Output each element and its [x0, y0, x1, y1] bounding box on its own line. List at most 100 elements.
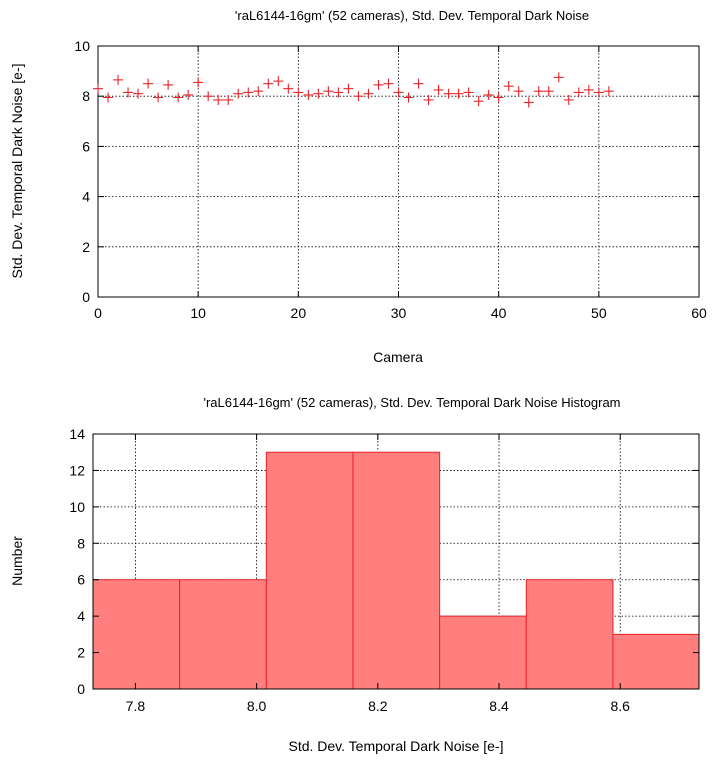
scatter-point — [453, 88, 464, 99]
histogram-x-axis-label: Std. Dev. Temporal Dark Noise [e-] — [288, 738, 503, 754]
histogram-title: 'raL6144-16gm' (52 cameras), Std. Dev. T… — [203, 395, 620, 410]
histogram-bar — [265, 451, 354, 690]
histogram-chart: 7.8 8.0 8.2 8.4 8.6 0 2 4 6 8 10 12 14 'raL6144-16gm… — [9, 395, 700, 754]
scatter-point — [203, 91, 214, 102]
histogram-y-tick-label: 10 — [69, 499, 85, 515]
scatter-y-tick-label: 4 — [82, 189, 90, 205]
scatter-y-tick-label: 2 — [82, 239, 90, 255]
scatter-point — [243, 87, 254, 98]
scatter-point — [373, 79, 384, 90]
scatter-point — [413, 78, 424, 89]
histogram-y-tick-label: 2 — [77, 645, 85, 661]
scatter-point — [553, 72, 564, 83]
scatter-point — [173, 92, 184, 103]
scatter-point — [593, 87, 604, 98]
scatter-point — [483, 89, 494, 100]
scatter-point — [223, 94, 234, 105]
scatter-x-tick-label: 50 — [591, 305, 607, 321]
histogram-x-tick-label: 8.2 — [368, 698, 388, 714]
scatter-point — [213, 94, 224, 105]
scatter-point — [583, 84, 594, 95]
scatter-point — [293, 87, 304, 98]
scatter-point — [343, 83, 354, 94]
scatter-point — [193, 77, 204, 88]
histogram-bar — [439, 615, 527, 690]
histogram-bar — [352, 451, 441, 690]
histogram-bar — [92, 579, 181, 690]
scatter-point — [93, 83, 103, 94]
histogram-bar — [525, 579, 614, 690]
scatter-y-tick-label: 10 — [74, 38, 90, 54]
histogram-y-tick-label: 8 — [77, 535, 85, 551]
scatter-point — [253, 86, 264, 97]
scatter-point — [233, 88, 244, 99]
histogram-x-tick-label: 8.6 — [610, 698, 630, 714]
scatter-x-axis-label: Camera — [373, 349, 423, 365]
scatter-point — [603, 86, 614, 97]
scatter-x-tick-label: 40 — [491, 305, 507, 321]
scatter-point — [183, 89, 194, 100]
histogram-y-tick-label: 0 — [77, 681, 85, 697]
scatter-point — [283, 83, 294, 94]
scatter-point — [473, 96, 484, 107]
histogram-axis-ticks: 7.8 8.0 8.2 8.4 8.6 0 2 4 6 8 10 12 14 — [69, 426, 699, 714]
scatter-x-tick-label: 20 — [291, 305, 307, 321]
scatter-point — [563, 94, 574, 105]
histogram-bar — [612, 633, 700, 690]
scatter-point — [393, 87, 404, 98]
scatter-point — [403, 92, 414, 103]
histogram-x-tick-label: 8.4 — [489, 698, 509, 714]
scatter-y-axis-label: Std. Dev. Temporal Dark Noise [e-] — [9, 63, 25, 278]
scatter-point — [313, 88, 324, 99]
scatter-y-tick-label: 6 — [82, 138, 90, 154]
scatter-point — [523, 97, 534, 108]
scatter-point — [513, 86, 524, 97]
scatter-point — [113, 74, 124, 85]
scatter-point — [363, 88, 374, 99]
histogram-x-tick-label: 8.0 — [247, 698, 267, 714]
scatter-plot-area — [97, 45, 700, 298]
scatter-axis-ticks: 0 10 20 30 40 50 60 0 2 4 6 8 10 — [74, 38, 707, 321]
scatter-point — [323, 86, 334, 97]
histogram-y-tick-label: 14 — [69, 426, 85, 442]
scatter-point — [353, 91, 364, 102]
histogram-plot-area — [92, 433, 700, 690]
scatter-x-tick-label: 0 — [94, 305, 102, 321]
scatter-x-tick-label: 30 — [391, 305, 407, 321]
scatter-point — [573, 87, 584, 98]
scatter-point — [303, 89, 314, 100]
scatter-point — [433, 84, 444, 95]
scatter-point — [463, 87, 474, 98]
scatter-title: 'raL6144-16gm' (52 cameras), Std. Dev. T… — [235, 8, 589, 23]
scatter-y-tick-label: 8 — [82, 88, 90, 104]
histogram-y-tick-label: 4 — [77, 608, 85, 624]
scatter-point — [163, 79, 174, 90]
scatter-chart: 0 10 20 30 40 50 60 0 2 4 6 8 10 'raL6144-16gm' (52 … — [9, 8, 707, 365]
scatter-point — [333, 87, 344, 98]
scatter-point — [443, 88, 454, 99]
histogram-bar — [179, 579, 267, 690]
scatter-x-tick-label: 10 — [190, 305, 206, 321]
scatter-point — [543, 86, 554, 97]
scatter-point — [103, 92, 114, 103]
scatter-y-tick-label: 0 — [82, 289, 90, 305]
histogram-x-tick-label: 7.8 — [126, 698, 146, 714]
scatter-point — [503, 81, 514, 92]
histogram-bars — [92, 451, 700, 690]
scatter-x-tick-label: 60 — [691, 305, 707, 321]
scatter-point — [493, 92, 504, 103]
scatter-point — [143, 78, 154, 89]
scatter-point — [123, 87, 134, 98]
histogram-y-axis-label: Number — [9, 536, 25, 586]
scatter-point — [153, 92, 164, 103]
scatter-point — [133, 88, 144, 99]
scatter-grid — [98, 46, 699, 297]
scatter-point — [273, 76, 284, 87]
scatter-point — [533, 86, 544, 97]
histogram-y-tick-label: 12 — [69, 462, 85, 478]
scatter-point — [383, 78, 394, 89]
scatter-point — [423, 94, 434, 105]
scatter-point — [263, 78, 274, 89]
scatter-points — [93, 72, 614, 108]
